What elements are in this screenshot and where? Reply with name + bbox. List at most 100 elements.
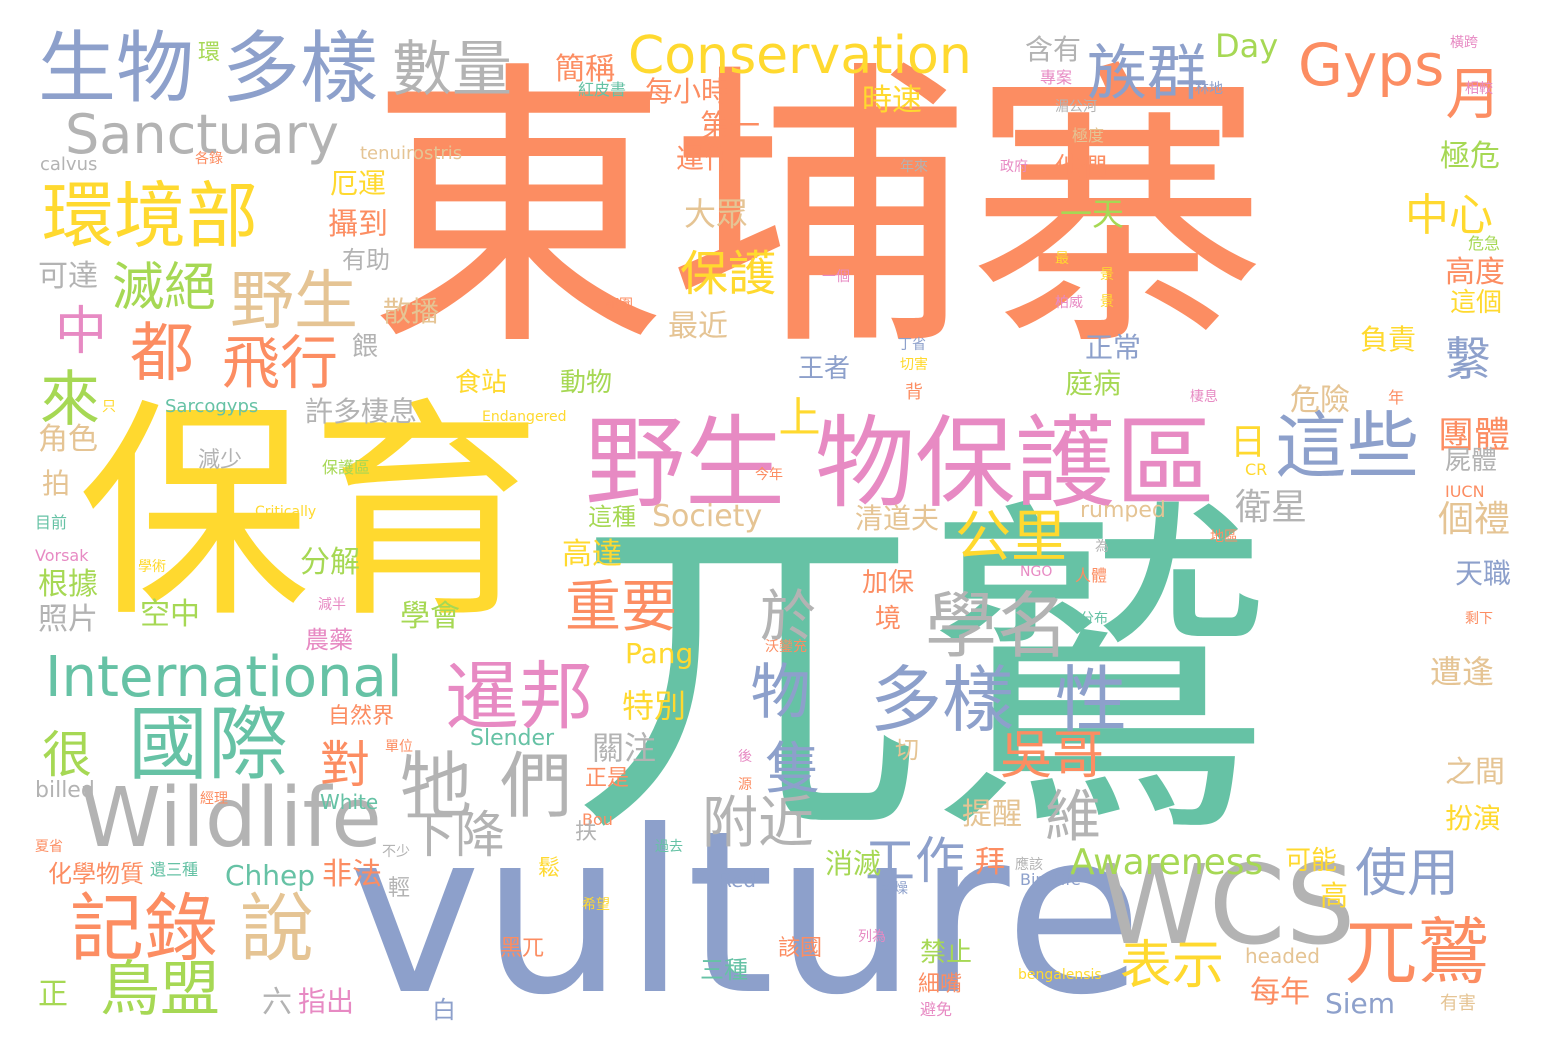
word: 族群: [1087, 39, 1207, 109]
word: 高: [1320, 879, 1349, 912]
word: 提醒: [962, 797, 1022, 832]
word: 們: [500, 744, 573, 828]
word: 餵: [352, 332, 379, 362]
word: 大眾: [684, 195, 749, 233]
word: 時速: [862, 83, 922, 118]
word: 人體: [1075, 566, 1108, 585]
word: 數量: [392, 35, 512, 105]
word: 這些: [1275, 404, 1420, 488]
word: 多樣: [222, 24, 379, 114]
word: 應該: [1015, 857, 1043, 873]
word: 之間: [1445, 755, 1505, 790]
word: 來: [40, 365, 100, 435]
word: 年來: [900, 159, 928, 175]
word: 最: [1055, 251, 1069, 267]
word: 牠: [400, 744, 473, 828]
word: 每年: [1250, 975, 1310, 1010]
word: International: [45, 645, 403, 710]
word: Society: [652, 499, 763, 534]
word: 後: [738, 749, 752, 765]
word: 分布: [1080, 611, 1108, 627]
word: 學術: [138, 559, 166, 575]
word: 只: [102, 399, 116, 415]
word: 高達: [562, 537, 622, 572]
word: 鳥盟: [100, 955, 220, 1025]
word: 細嘴: [918, 972, 963, 997]
word: 滅絕: [112, 258, 217, 318]
word: 保護: [680, 246, 777, 302]
word: 消滅: [825, 847, 882, 880]
word: 背: [905, 382, 923, 403]
word: 根據: [38, 567, 98, 602]
word: 每小時: [645, 75, 730, 108]
word: 最近: [668, 309, 728, 344]
word: 野生: [230, 265, 358, 339]
word: 極危: [1440, 139, 1500, 174]
word: bengalensis: [1018, 967, 1102, 983]
word: 源: [738, 777, 752, 793]
word: 維: [1045, 785, 1101, 850]
word: 可能: [1285, 846, 1338, 876]
word: 遺三種: [150, 860, 199, 879]
word: Sarcogyps: [165, 396, 259, 417]
word: calvus: [40, 154, 98, 175]
word: 學名: [925, 584, 1070, 668]
word: Sanctuary: [65, 103, 339, 166]
word: 很: [42, 726, 92, 784]
word: 正是: [585, 766, 630, 791]
word: 飛行: [222, 329, 339, 397]
word: 這個: [1450, 288, 1503, 318]
word: 棲息: [1190, 389, 1218, 405]
word: 非法: [322, 857, 382, 892]
word: 兀鷲: [572, 471, 1272, 879]
word: 危險: [1290, 383, 1350, 418]
word: Endangered: [482, 409, 567, 425]
word: 禁止: [920, 938, 973, 968]
word: 繫: [1445, 332, 1491, 386]
word: 列為: [858, 929, 886, 945]
word: Siem: [1325, 987, 1396, 1020]
word: 第一: [700, 109, 760, 144]
word: 減少: [198, 448, 243, 473]
word: 過去: [655, 839, 683, 855]
word: Wildlife: [80, 771, 382, 866]
word: 散播: [383, 295, 440, 328]
word: 記錄: [70, 886, 218, 972]
word: 分解: [300, 545, 360, 580]
word: 各錄: [195, 151, 223, 167]
word: 剩下: [1465, 611, 1493, 627]
word: WCS: [1100, 841, 1356, 969]
word: 六: [262, 985, 292, 1020]
word: 可達: [38, 259, 98, 294]
word: Conservation: [628, 26, 972, 86]
word: 暹邦: [445, 654, 593, 740]
word: 攝到: [328, 207, 388, 242]
word: 含有: [1025, 33, 1082, 66]
word: 簡稱: [555, 52, 615, 87]
word: tenuirostris: [360, 143, 463, 164]
word: 他們: [1055, 153, 1108, 183]
word: 切害: [900, 357, 928, 373]
word: 正: [38, 977, 68, 1012]
word: 性: [1055, 658, 1128, 742]
word: headed: [1245, 944, 1320, 968]
word: 國際: [128, 698, 288, 791]
word: 減半: [318, 597, 346, 613]
word: 野生: [585, 405, 785, 522]
word: 該國: [778, 936, 823, 961]
word: 個禮: [1438, 499, 1511, 540]
word: 厄運: [330, 167, 387, 200]
word: 都: [130, 317, 194, 391]
word: 東埔寨: [368, 37, 1268, 386]
word: Awareness: [1070, 842, 1264, 883]
word: 日: [1230, 422, 1267, 463]
word: 希望: [582, 897, 610, 913]
word: rumped: [1080, 498, 1166, 523]
word: 景: [1100, 294, 1114, 310]
word: 不少: [382, 844, 410, 860]
word: White: [320, 790, 379, 814]
word: 年: [1388, 388, 1405, 407]
word: 對: [320, 736, 370, 794]
word: 扶: [575, 820, 598, 845]
word: 這種: [588, 503, 636, 531]
